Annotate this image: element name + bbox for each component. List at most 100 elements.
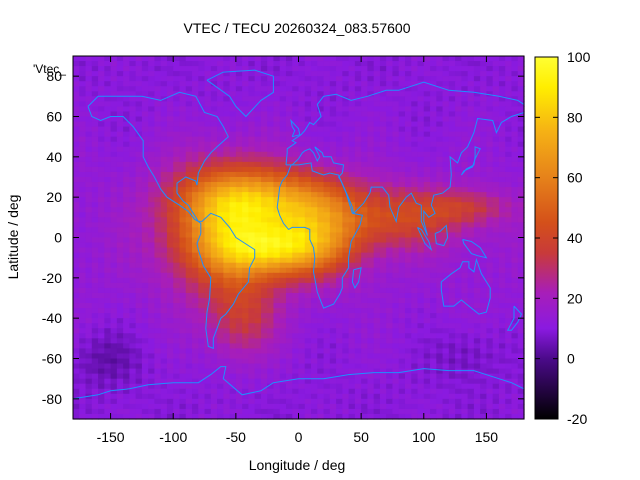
heat-cell bbox=[348, 101, 356, 108]
heat-cell bbox=[179, 166, 187, 173]
heat-cell bbox=[223, 368, 231, 375]
heat-cell bbox=[448, 222, 456, 229]
heat-cell bbox=[317, 146, 325, 153]
heat-cell bbox=[311, 338, 318, 344]
heat-cell bbox=[273, 166, 281, 173]
heat-cell bbox=[379, 252, 387, 259]
heat-cell bbox=[260, 116, 268, 123]
heat-cell bbox=[185, 56, 193, 62]
heat-cell bbox=[317, 126, 325, 133]
heat-cell bbox=[73, 393, 80, 400]
heat-cell bbox=[473, 343, 481, 350]
heat-cell bbox=[210, 262, 218, 269]
heat-cell bbox=[486, 328, 494, 334]
heat-cell bbox=[198, 343, 206, 350]
heat-cell bbox=[442, 217, 450, 223]
heat-cell bbox=[436, 66, 444, 72]
heat-cell bbox=[104, 131, 112, 138]
heat-cell bbox=[229, 323, 237, 329]
heat-cell bbox=[223, 262, 231, 269]
heat-cell bbox=[473, 61, 481, 67]
heat-cell bbox=[160, 232, 168, 239]
heat-cell bbox=[430, 91, 437, 97]
heat-cell bbox=[116, 222, 124, 229]
heat-cell bbox=[411, 257, 419, 264]
heat-cell bbox=[285, 378, 293, 385]
heat-cell bbox=[498, 368, 506, 375]
heat-cell bbox=[304, 338, 312, 344]
heat-cell bbox=[279, 303, 287, 309]
heat-cell bbox=[442, 318, 450, 324]
heat-cell bbox=[217, 217, 224, 223]
heat-cell bbox=[411, 141, 419, 148]
heat-cell bbox=[79, 61, 87, 67]
heat-cell bbox=[448, 232, 456, 239]
heat-cell bbox=[198, 177, 206, 183]
heat-cell bbox=[160, 126, 168, 133]
heat-cell bbox=[242, 182, 249, 188]
heat-cell bbox=[242, 131, 249, 138]
heat-cell bbox=[517, 217, 525, 223]
heat-cell bbox=[217, 287, 224, 294]
heat-cell bbox=[279, 111, 287, 118]
heat-cell bbox=[329, 116, 337, 123]
heat-cell bbox=[361, 313, 368, 319]
heat-cell bbox=[511, 111, 519, 118]
heat-cell bbox=[317, 378, 325, 385]
heat-cell bbox=[129, 303, 137, 309]
heat-cell bbox=[379, 212, 387, 218]
heat-cell bbox=[173, 388, 181, 395]
heat-cell bbox=[242, 318, 249, 324]
heat-cell bbox=[123, 242, 130, 249]
heat-cell bbox=[248, 197, 256, 203]
heat-cell bbox=[386, 171, 394, 178]
heat-cell bbox=[210, 161, 218, 168]
heat-cell bbox=[135, 287, 143, 294]
heat-cell bbox=[473, 287, 481, 294]
heat-cell bbox=[511, 267, 519, 274]
heat-cell bbox=[260, 66, 268, 72]
heat-cell bbox=[430, 277, 437, 284]
heat-cell bbox=[379, 242, 387, 249]
heat-cell bbox=[210, 287, 218, 294]
heat-cell bbox=[411, 318, 419, 324]
heat-cell bbox=[436, 207, 444, 213]
heat-cell bbox=[79, 86, 87, 92]
heat-cell bbox=[198, 96, 206, 102]
heat-cell bbox=[517, 197, 525, 203]
heat-cell bbox=[361, 56, 368, 62]
heat-cell bbox=[173, 282, 181, 289]
heat-cell bbox=[480, 272, 488, 279]
heat-cell bbox=[517, 61, 525, 67]
heat-cell bbox=[185, 378, 193, 385]
heat-cell bbox=[73, 136, 80, 143]
heat-cell bbox=[348, 358, 356, 365]
heat-cell bbox=[160, 348, 168, 355]
heat-cell bbox=[110, 187, 118, 193]
heat-cell bbox=[411, 91, 419, 97]
heat-cell bbox=[254, 171, 262, 178]
heat-cell bbox=[73, 212, 80, 218]
heat-cell bbox=[361, 202, 368, 208]
heat-cell bbox=[185, 353, 193, 360]
heat-cell bbox=[498, 156, 506, 163]
heat-cell bbox=[311, 131, 318, 138]
heat-cell bbox=[148, 343, 156, 350]
heat-cell bbox=[285, 61, 293, 67]
heat-cell bbox=[166, 388, 174, 395]
heat-cell bbox=[79, 303, 87, 309]
heat-cell bbox=[129, 177, 137, 183]
heat-cell bbox=[123, 237, 130, 244]
heat-cell bbox=[379, 308, 387, 314]
heat-cell bbox=[304, 111, 312, 118]
heat-cell bbox=[386, 282, 394, 289]
heat-cell bbox=[85, 192, 93, 198]
heat-cell bbox=[267, 96, 275, 102]
heat-cell bbox=[486, 373, 494, 380]
heat-cell bbox=[285, 287, 293, 294]
heat-cell bbox=[104, 71, 112, 77]
heat-cell bbox=[179, 252, 187, 259]
heat-cell bbox=[254, 308, 262, 314]
heat-cell bbox=[467, 368, 475, 375]
heat-cell bbox=[141, 232, 149, 239]
